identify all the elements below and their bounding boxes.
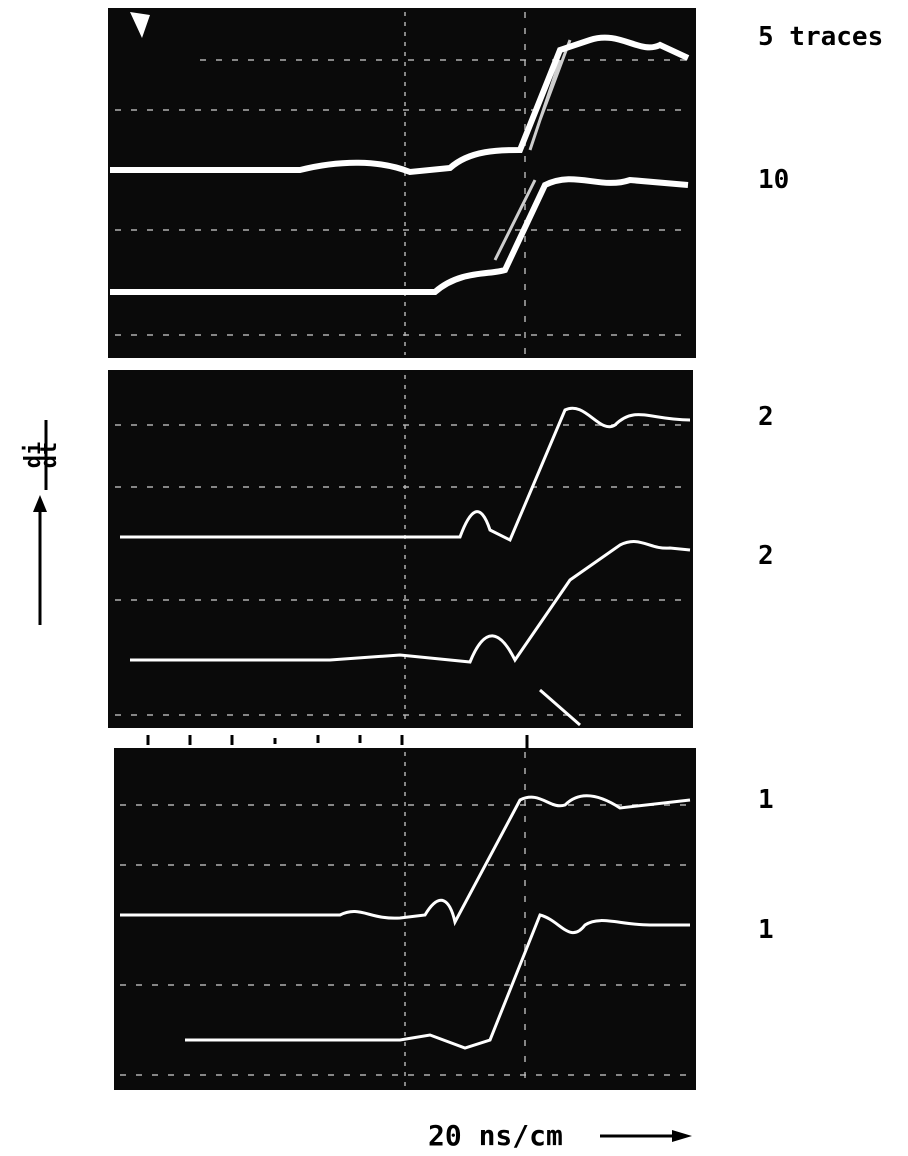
trace-count-label: 5 traces bbox=[758, 22, 883, 52]
x-axis-label: 20 ns/cm bbox=[428, 1119, 563, 1152]
trace-count-label: 1 bbox=[758, 785, 774, 815]
trace-count-label: 2 bbox=[758, 541, 774, 571]
trace-count-label: 10 bbox=[758, 165, 789, 195]
x-arrowhead bbox=[672, 1130, 692, 1142]
traces bbox=[110, 12, 691, 1050]
trace-artifact bbox=[130, 12, 150, 38]
y-arrowhead bbox=[33, 495, 47, 512]
y-label-denominator: dt bbox=[37, 442, 62, 469]
trace-count-label: 2 bbox=[758, 402, 774, 432]
trace-count-label: 1 bbox=[758, 915, 774, 945]
tick-marks bbox=[146, 735, 529, 749]
graticule bbox=[115, 12, 690, 1088]
scope-panel bbox=[108, 370, 693, 728]
y-label-numerator: di bbox=[21, 442, 46, 469]
y-axis-label: di dt bbox=[21, 420, 62, 625]
